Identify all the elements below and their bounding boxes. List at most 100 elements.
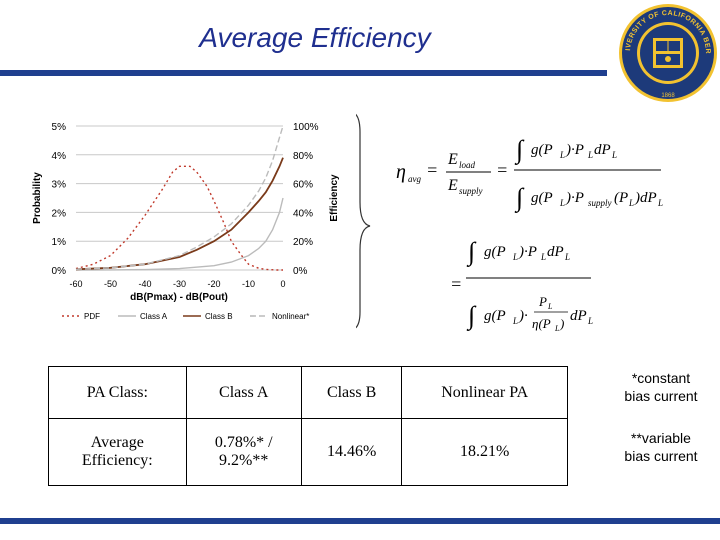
svg-text:)·P: )·P xyxy=(565,142,584,158)
class-a-value-line: 9.2%** xyxy=(219,452,269,470)
svg-text:load: load xyxy=(459,160,476,170)
svg-text:=: = xyxy=(450,274,462,294)
y-left-tick-label: 4% xyxy=(52,151,67,162)
note-line: **variable xyxy=(631,430,691,446)
svg-text:dP: dP xyxy=(547,244,564,260)
y-left-tick-label: 0% xyxy=(52,266,67,277)
svg-text:g(P: g(P xyxy=(484,244,506,260)
table-header-row: PA Class: Class A Class B Nonlinear PA xyxy=(48,365,568,420)
y-right-tick-label: 100% xyxy=(293,122,319,133)
page-title: Average Efficiency xyxy=(199,22,431,53)
variable-bias-note: **variable bias current xyxy=(605,429,717,465)
svg-text:L: L xyxy=(564,252,570,262)
x-tick-label: -30 xyxy=(173,279,186,289)
svg-text:L: L xyxy=(628,198,634,208)
svg-text:(P: (P xyxy=(614,190,628,206)
y-left-tick-label: 2% xyxy=(52,208,67,219)
title-underline xyxy=(0,70,607,76)
x-tick-label: -40 xyxy=(138,279,151,289)
svg-text:dP: dP xyxy=(594,142,611,158)
x-tick-label: -20 xyxy=(207,279,220,289)
efficiency-chart: 0% 1% 2% 3% 4% 5% 0% 20% 40% 60% 80% 100% -60 -50 -40 -… xyxy=(32,122,340,321)
svg-text:P: P xyxy=(538,294,547,309)
svg-text:L: L xyxy=(512,252,518,262)
svg-text:)·P: )·P xyxy=(518,244,537,260)
y-right-tick-label: 60% xyxy=(293,180,313,191)
y-left-tick-label: 3% xyxy=(52,180,67,191)
series-line xyxy=(75,165,283,271)
svg-text:L: L xyxy=(540,252,546,262)
x-tick-label: -50 xyxy=(104,279,117,289)
svg-text:)·: )· xyxy=(518,308,528,324)
note-line: bias current xyxy=(624,448,698,464)
svg-text:L: L xyxy=(587,316,593,326)
svg-text:L: L xyxy=(559,198,565,208)
table-header-cell: Class B xyxy=(300,365,403,420)
svg-text:L: L xyxy=(547,302,553,311)
svg-text:)dP: )dP xyxy=(634,190,657,206)
legend-entry: PDF xyxy=(84,312,100,321)
series-line xyxy=(75,157,284,271)
note-line: bias current xyxy=(624,388,698,404)
svg-text:dP: dP xyxy=(570,308,587,324)
y-left-axis-label: Probability xyxy=(32,172,43,224)
svg-text:g(P: g(P xyxy=(531,190,553,206)
university-seal-logo: THE UNIVERSITY OF CALIFORNIA BERKELEY 18… xyxy=(617,2,717,102)
table-row: Average Efficiency: 0.78%* / 9.2%** 14.4… xyxy=(48,418,568,486)
table-header-cell: Nonlinear PA xyxy=(401,365,568,420)
svg-text:supply: supply xyxy=(459,186,483,196)
note-line: *constant xyxy=(631,370,691,386)
class-a-value-line: 0.78%* / xyxy=(214,434,273,452)
constant-bias-note: *constant bias current xyxy=(605,369,717,405)
svg-text:∫: ∫ xyxy=(466,301,477,331)
svg-text:E: E xyxy=(447,177,458,194)
svg-text:η(P: η(P xyxy=(532,316,551,331)
svg-text:g(P: g(P xyxy=(531,142,553,158)
x-tick-label: -60 xyxy=(69,279,82,289)
y-left-tick-label: 1% xyxy=(52,237,67,248)
nonlinear-value-cell: 18.21% xyxy=(401,418,568,486)
footer-rule xyxy=(0,518,720,524)
row-label-line: Average xyxy=(90,434,144,452)
legend-entry: Nonlinear* xyxy=(272,312,309,321)
svg-text:L: L xyxy=(512,316,518,326)
svg-text:∫: ∫ xyxy=(466,237,477,267)
svg-text:avg: avg xyxy=(408,174,421,184)
efficiency-table: PA Class: Class A Class B Nonlinear PA A… xyxy=(48,365,568,486)
x-tick-label: -10 xyxy=(242,279,255,289)
y-right-tick-label: 0% xyxy=(293,266,308,277)
table-header-cell: Class A xyxy=(185,365,302,420)
table-header-cell: PA Class: xyxy=(48,365,187,420)
row-label-line: Efficiency: xyxy=(81,452,153,470)
svg-text:∫: ∫ xyxy=(514,135,525,165)
svg-text:L: L xyxy=(657,198,663,208)
svg-text:E: E xyxy=(447,151,458,168)
legend-entry: Class A xyxy=(140,312,168,321)
y-left-tick-label: 5% xyxy=(52,122,67,133)
svg-text:∫: ∫ xyxy=(514,183,525,213)
svg-text:L: L xyxy=(611,150,617,160)
y-right-tick-label: 20% xyxy=(293,237,313,248)
class-a-value-cell: 0.78%* / 9.2%** xyxy=(185,418,302,486)
seal-year: 1868 xyxy=(661,93,675,99)
legend-entry: Class B xyxy=(205,312,233,321)
svg-text:L: L xyxy=(587,150,593,160)
svg-text:)·P: )·P xyxy=(565,190,584,206)
series-line xyxy=(75,125,284,270)
x-axis-label: dB(Pmax) - dB(Pout) xyxy=(130,292,228,303)
row-label-cell: Average Efficiency: xyxy=(48,418,187,486)
y-right-tick-label: 80% xyxy=(293,151,313,162)
y-right-axis-label: Efficiency xyxy=(329,174,340,222)
svg-text:g(P: g(P xyxy=(484,308,506,324)
x-tick-label: 0 xyxy=(280,279,285,289)
svg-text:L: L xyxy=(559,150,565,160)
y-right-tick-label: 40% xyxy=(293,208,313,219)
svg-text:=: = xyxy=(496,160,508,180)
series-line xyxy=(75,197,284,271)
svg-text:=: = xyxy=(426,160,438,180)
class-b-value-cell: 14.46% xyxy=(300,418,403,486)
svg-text:L: L xyxy=(554,324,560,333)
svg-text:): ) xyxy=(559,316,564,331)
svg-text:η: η xyxy=(396,161,406,183)
